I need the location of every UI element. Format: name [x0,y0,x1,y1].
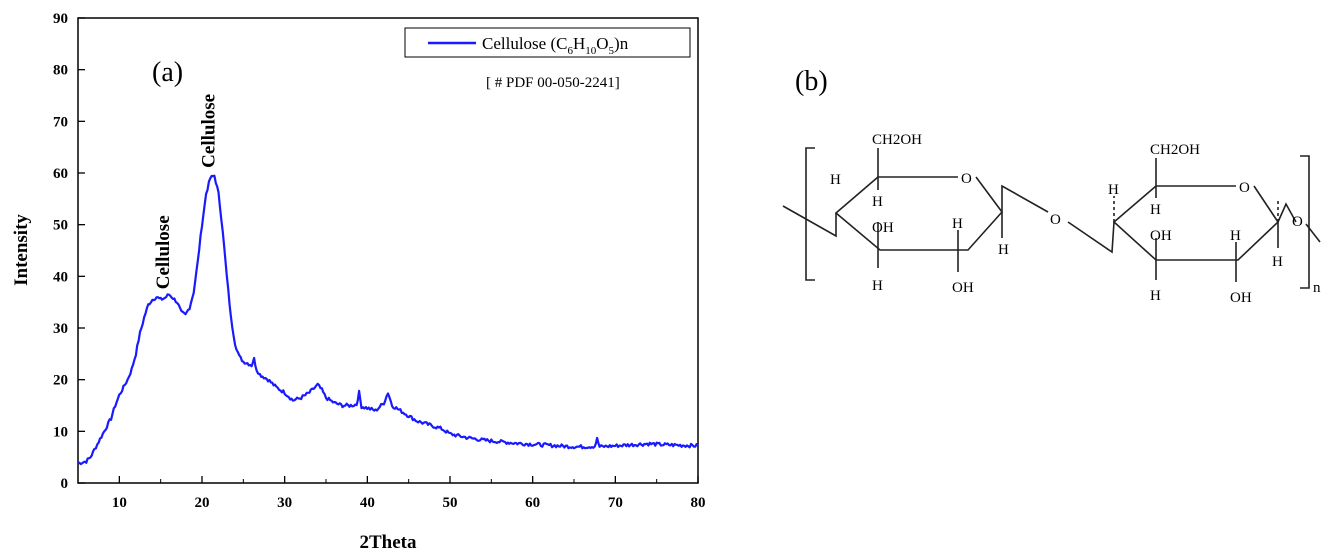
y-tick-label: 20 [53,373,68,389]
peak-label-1: Cellulose [153,215,174,289]
h-label-3: H [872,278,883,294]
x-tick-label: 70 [608,495,623,511]
peak-annotations: Cellulose Cellulose [153,94,219,289]
ring-2-oxygen: O [1239,180,1250,196]
y-tick-label: 90 [53,11,68,27]
y-tick-label: 40 [53,269,68,285]
legend-text-4: )n [614,34,629,53]
chain-bonds [782,148,1321,282]
y-tick-label: 30 [53,321,68,337]
h-label-2: H [872,194,883,210]
y-tick-label: 50 [53,218,68,234]
y-tick-label: 60 [53,166,68,182]
ring-1-bonds [834,176,1004,251]
peak-label-2: Cellulose [199,94,220,168]
h-label-5: H [998,242,1009,258]
series-line-cellulose [77,174,699,466]
h-label-8: H [1150,288,1161,304]
ch2oh-label-2: CH2OH [1150,142,1200,158]
x-axis: 10 20 30 40 50 60 70 80 [77,476,706,511]
ring-1-oxygen: O [961,171,972,187]
bracket-right [1300,155,1310,289]
y-tick-label: 10 [53,424,68,440]
h-label-10: H [1272,254,1283,270]
bridge-oxygen: O [1050,212,1061,228]
oh-label-4: OH [1230,290,1252,306]
y-axis: 0 10 20 30 40 50 60 70 80 90 [53,11,85,492]
panel-b-label: (b) [795,66,828,97]
y-tick-label: 70 [53,114,68,130]
y-tick-label: 80 [53,63,68,79]
panel-a-label: (a) [152,57,183,88]
x-tick-label: 20 [195,495,210,511]
x-tick-label: 30 [277,495,292,511]
legend-entry: Cellulose (C6H10O5)n [482,34,629,57]
ch2oh-label-1: CH2OH [872,132,922,148]
x-tick-label: 80 [691,495,706,511]
x-tick-label: 40 [360,495,375,511]
oh-label-1: OH [872,220,894,236]
y-tick-label: 0 [61,476,69,492]
legend-text-2: H [573,34,585,53]
legend-sub-1: 6 [567,45,573,57]
bracket-left [805,147,815,281]
end-oxygen: O [1292,214,1303,230]
x-tick-label: 50 [443,495,458,511]
h-label-1: H [830,172,841,188]
oh-label-2: OH [952,280,974,296]
x-tick-label: 10 [112,495,127,511]
legend-sub-2: 10 [585,45,597,57]
legend-text-3: O [596,34,608,53]
plot-frame [77,17,699,484]
x-axis-title: 2Theta [360,532,418,553]
h-label-6: H [1108,182,1119,198]
legend: Cellulose (C6H10O5)n [ # PDF 00-050-2241… [404,27,691,91]
repeat-n: n [1313,280,1321,296]
reference-text: [ # PDF 00-050-2241] [486,75,620,91]
h-label-9: H [1230,228,1241,244]
cellulose-structure: (b) CH2OH CH2OH O O O O n H H OH H H OH … [782,66,1321,306]
xrd-chart: 0 10 20 30 40 50 60 70 80 90 10 20 30 40 50 60 70 80 Cel… [11,11,706,553]
h-label-7: H [1150,202,1161,218]
legend-sub-3: 5 [609,45,615,57]
oh-label-3: OH [1150,228,1172,244]
ring-2-bonds [1112,185,1280,261]
x-tick-label: 60 [525,495,540,511]
legend-text-1: Cellulose (C [482,34,567,53]
h-label-4: H [952,216,963,232]
y-axis-title: Intensity [11,214,32,286]
